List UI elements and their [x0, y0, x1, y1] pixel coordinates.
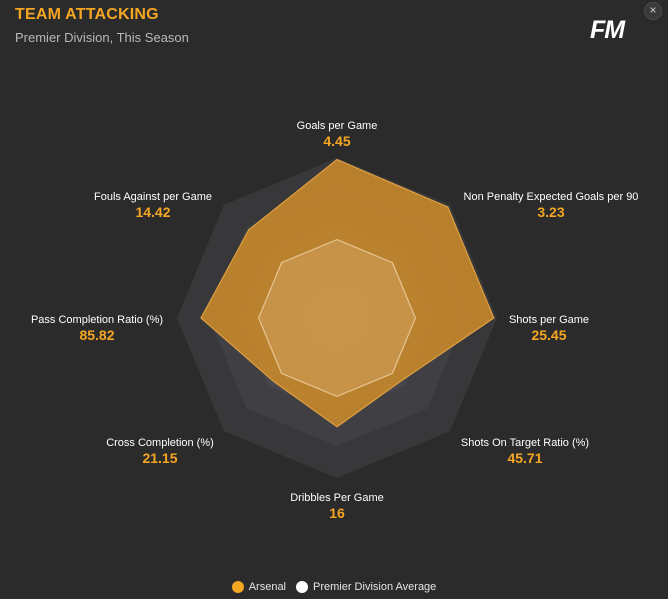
legend-label-average: Premier Division Average	[313, 581, 437, 593]
axis-label-2: Non Penalty Expected Goals per 90	[464, 191, 639, 203]
series-area-average	[257, 238, 417, 398]
legend-dot-average	[296, 581, 308, 593]
legend: Arsenal Premier Division Average	[0, 581, 668, 593]
close-icon[interactable]: ×	[644, 2, 662, 20]
fm-logo: FM	[590, 16, 625, 44]
chart-title: TEAM ATTACKING	[15, 6, 159, 23]
axis-value-5: 16	[329, 505, 345, 521]
axis-value-6: 21.15	[142, 450, 177, 466]
axis-label-3: Shots per Game	[509, 314, 589, 326]
axis-value-4: 45.71	[507, 450, 542, 466]
axis-label-6: Cross Completion (%)	[106, 437, 214, 449]
axis-value-3: 25.45	[531, 327, 566, 343]
axis-value-1: 4.45	[323, 133, 350, 149]
axis-label-7: Pass Completion Ratio (%)	[31, 314, 163, 326]
axis-label-1: Goals per Game	[297, 120, 378, 132]
legend-item-average[interactable]: Premier Division Average	[296, 581, 436, 593]
axis-label-4: Shots On Target Ratio (%)	[461, 437, 589, 449]
axis-value-7: 85.82	[79, 327, 114, 343]
legend-item-arsenal[interactable]: Arsenal	[231, 581, 286, 593]
axis-value-8: 14.42	[135, 204, 170, 220]
chart-subtitle: Premier Division, This Season	[15, 30, 189, 45]
axis-value-2: 3.23	[537, 204, 564, 220]
series-area-arsenal	[200, 158, 495, 428]
axis-label-8: Fouls Against per Game	[94, 191, 212, 203]
legend-label-arsenal: Arsenal	[248, 581, 286, 593]
legend-dot-arsenal	[231, 581, 244, 593]
axis-label-5: Dribbles Per Game	[290, 492, 384, 504]
